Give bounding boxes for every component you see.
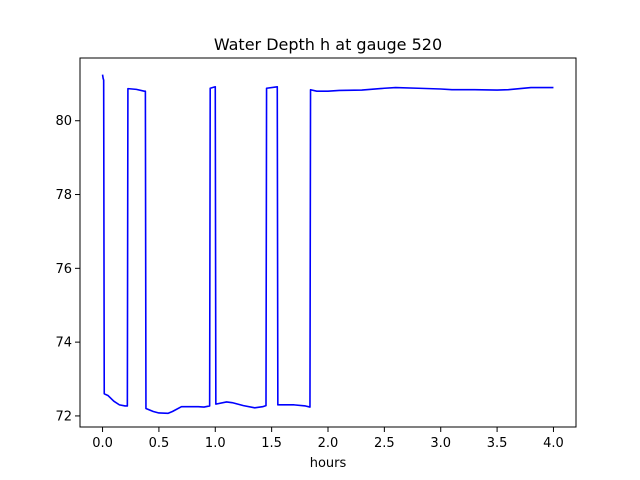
data-point xyxy=(310,89,312,91)
data-point xyxy=(113,400,115,402)
data-point xyxy=(186,406,188,408)
data-point xyxy=(198,406,200,408)
data-point xyxy=(103,79,105,81)
data-point xyxy=(243,405,245,407)
data-point xyxy=(361,89,363,91)
x-tick-label: 0.0 xyxy=(92,436,113,451)
data-point xyxy=(127,405,129,407)
data-point xyxy=(119,404,121,406)
y-tick-label: 72 xyxy=(55,409,72,424)
series-group xyxy=(101,74,555,415)
y-tick-label: 80 xyxy=(55,114,72,129)
data-point xyxy=(107,395,109,397)
x-tick-label: 3.0 xyxy=(430,436,451,451)
data-point xyxy=(316,90,318,92)
data-point xyxy=(181,406,183,408)
y-axis: 72 74 76 78 80 xyxy=(55,114,80,424)
data-point xyxy=(203,406,205,408)
data-point xyxy=(266,87,268,89)
data-point xyxy=(152,411,154,413)
data-point xyxy=(440,88,442,90)
data-point xyxy=(496,89,498,91)
data-point xyxy=(209,87,211,89)
x-tick-label: 2.0 xyxy=(318,436,339,451)
series-line xyxy=(101,74,554,415)
data-point xyxy=(474,89,476,91)
x-tick-label: 3.5 xyxy=(487,436,508,451)
x-axis: 0.0 0.5 1.0 1.5 2.0 2.5 3.0 3.5 4.0 xyxy=(92,427,564,451)
x-tick-label: 4.0 xyxy=(543,436,564,451)
data-point xyxy=(277,404,279,406)
data-point xyxy=(145,408,147,410)
data-point xyxy=(293,404,295,406)
chart-title: Water Depth h at gauge 520 xyxy=(214,35,442,54)
plot-area: 0.0 0.5 1.0 1.5 2.0 2.5 3.0 3.5 4.0 72 74 76 78 80 xyxy=(55,57,577,451)
data-point xyxy=(215,403,217,405)
y-tick-label: 76 xyxy=(55,262,72,277)
data-point xyxy=(254,407,256,409)
data-point xyxy=(167,413,169,415)
data-point xyxy=(214,86,216,88)
data-point xyxy=(102,77,104,79)
data-point xyxy=(262,406,264,408)
data-point xyxy=(145,90,147,92)
y-tick-label: 74 xyxy=(55,336,72,351)
data-point xyxy=(305,405,307,407)
data-point xyxy=(136,89,138,91)
data-point xyxy=(103,393,105,395)
axes-frame xyxy=(79,57,577,428)
data-point xyxy=(265,405,267,407)
data-point xyxy=(338,90,340,92)
data-point xyxy=(288,404,290,406)
data-point xyxy=(395,87,397,89)
data-point xyxy=(530,87,532,89)
y-tick-label: 78 xyxy=(55,188,72,203)
data-point xyxy=(102,74,104,76)
data-point xyxy=(127,88,129,90)
data-point xyxy=(384,87,386,89)
x-tick-label: 2.5 xyxy=(374,436,395,451)
data-point xyxy=(172,411,174,413)
data-point xyxy=(276,86,278,88)
data-point xyxy=(417,87,419,89)
data-point xyxy=(226,401,228,403)
data-point xyxy=(541,87,543,89)
data-point xyxy=(158,412,160,414)
data-point xyxy=(309,406,311,408)
data-point xyxy=(327,90,329,92)
data-point xyxy=(124,405,126,407)
x-tick-label: 1.0 xyxy=(205,436,226,451)
data-point xyxy=(553,87,555,89)
data-point xyxy=(451,89,453,91)
x-tick-label: 0.5 xyxy=(149,436,170,451)
series-points xyxy=(102,74,555,414)
x-tick-label: 1.5 xyxy=(261,436,282,451)
data-point xyxy=(209,405,211,407)
x-axis-label: hours xyxy=(310,456,347,471)
data-point xyxy=(231,402,233,404)
data-point xyxy=(508,89,510,91)
